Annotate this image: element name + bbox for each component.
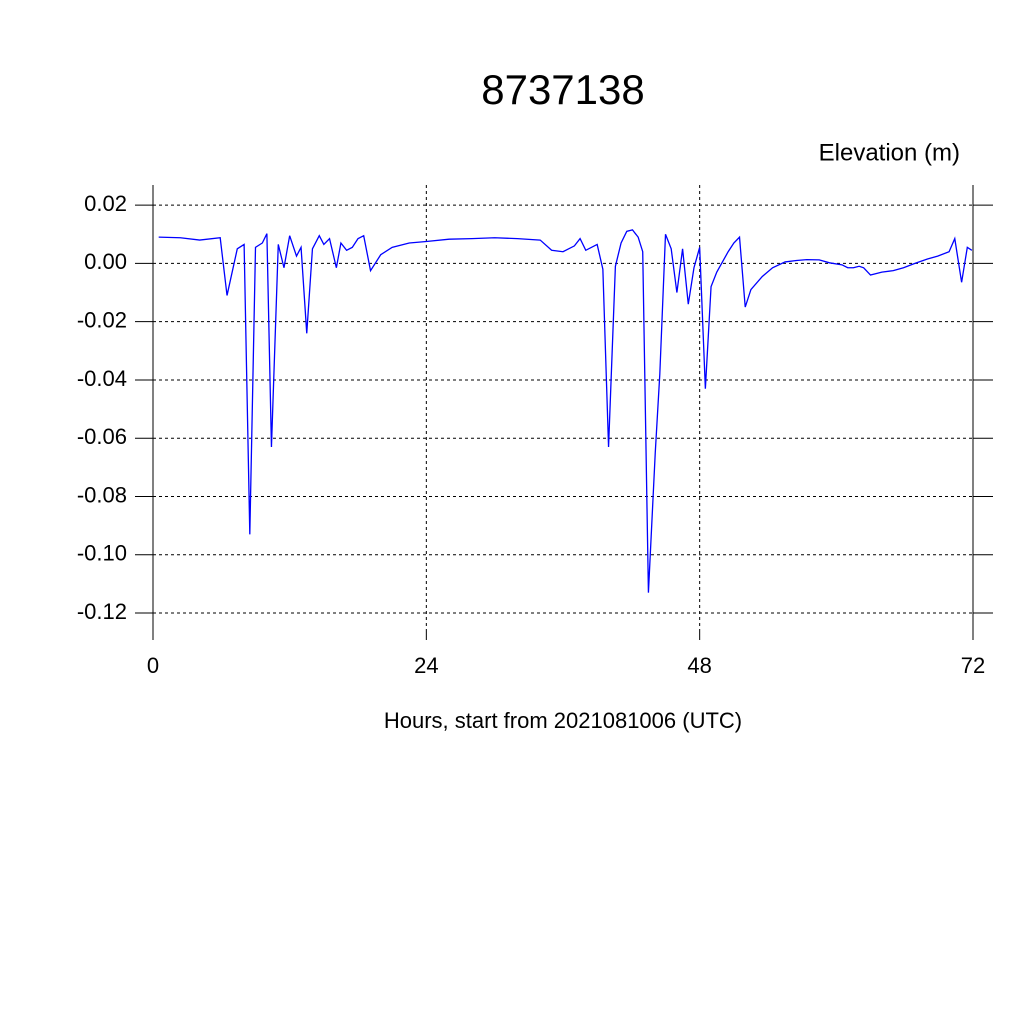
y-tick-label: -0.02: [77, 307, 127, 332]
chart-title: 8737138: [481, 66, 645, 113]
axis-unit: Elevation (m): [819, 139, 960, 166]
y-tick-label: -0.04: [77, 366, 127, 391]
y-tick-label: -0.10: [77, 541, 127, 566]
x-tick-label: 24: [414, 653, 438, 678]
y-tick-label: 0.02: [84, 191, 127, 216]
x-tick-label: 0: [147, 653, 159, 678]
line: [158, 229, 973, 593]
y-tick-label: 0.00: [84, 249, 127, 274]
y-tick-label: -0.12: [77, 599, 127, 624]
y-tick-label: -0.06: [77, 424, 127, 449]
x-axis-label: Hours, start from 2021081006 (UTC): [384, 708, 742, 733]
x-tick-label: 72: [961, 653, 985, 678]
y-tick-label: -0.08: [77, 482, 127, 507]
x-tick-label: 48: [687, 653, 711, 678]
